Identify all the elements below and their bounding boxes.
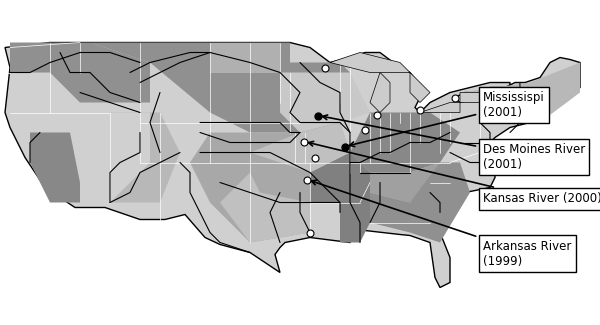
Polygon shape <box>80 112 180 202</box>
Polygon shape <box>370 162 440 202</box>
Polygon shape <box>5 43 580 288</box>
Text: Kansas River (2000): Kansas River (2000) <box>308 141 600 205</box>
Polygon shape <box>90 43 350 133</box>
Polygon shape <box>250 123 350 173</box>
Polygon shape <box>80 112 150 202</box>
Polygon shape <box>30 133 80 202</box>
Polygon shape <box>10 43 150 102</box>
Polygon shape <box>420 102 460 112</box>
Text: Des Moines River
(2001): Des Moines River (2001) <box>323 115 585 171</box>
Polygon shape <box>410 72 430 102</box>
Polygon shape <box>310 152 370 242</box>
Polygon shape <box>370 72 390 112</box>
Text: Mississispi
(2001): Mississispi (2001) <box>350 91 545 147</box>
Polygon shape <box>350 112 460 173</box>
Polygon shape <box>460 62 580 123</box>
Polygon shape <box>370 162 470 242</box>
Polygon shape <box>330 53 410 72</box>
Polygon shape <box>210 43 280 72</box>
Polygon shape <box>280 72 370 133</box>
Polygon shape <box>460 93 490 102</box>
Polygon shape <box>220 173 310 242</box>
Text: Arkansas River
(1999): Arkansas River (1999) <box>311 180 571 267</box>
Polygon shape <box>190 123 350 242</box>
